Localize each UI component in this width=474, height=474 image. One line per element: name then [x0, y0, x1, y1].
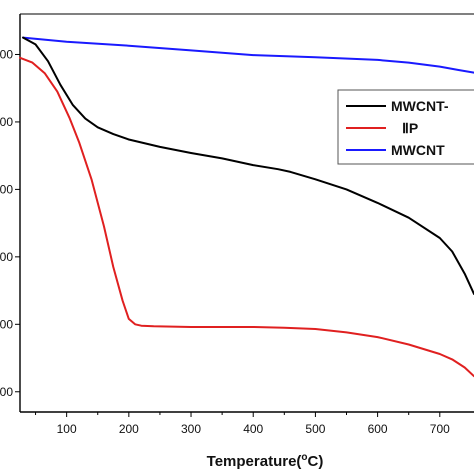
y-tick-label: 00 — [0, 182, 13, 196]
x-tick-label: 700 — [430, 422, 450, 436]
series-line-red — [19, 56, 474, 378]
legend-label-1: MWCNT- — [391, 98, 449, 114]
legend-label-3: MWCNT — [391, 142, 445, 158]
y-tick-label: 00 — [0, 250, 13, 264]
x-axis-title: Temperature(oC) — [207, 452, 324, 470]
x-tick-label: 600 — [368, 422, 388, 436]
y-tick-label: 00 — [0, 385, 13, 399]
plot-frame — [19, 13, 474, 413]
legend: MWCNT- ⅡP MWCNT — [337, 89, 474, 165]
x-tick-label: 500 — [305, 422, 325, 436]
series-lines — [19, 36, 474, 378]
x-tick-label: 100 — [57, 422, 77, 436]
x-tick-label: 300 — [181, 422, 201, 436]
y-axis-ticks: 00 00 00 00 00 00 — [0, 47, 20, 399]
y-tick-label: 00 — [0, 317, 13, 331]
x-axis-ticks: 100 200 300 400 500 600 700 — [35, 412, 450, 436]
series-line-mwcnt-iip — [22, 36, 474, 295]
legend-label-2: ⅡP — [402, 120, 418, 136]
x-tick-label: 200 — [119, 422, 139, 436]
y-tick-label: 00 — [0, 115, 13, 129]
x-tick-label: 400 — [243, 422, 263, 436]
y-tick-label: 00 — [0, 47, 13, 61]
series-line-mwcnt — [22, 36, 474, 74]
